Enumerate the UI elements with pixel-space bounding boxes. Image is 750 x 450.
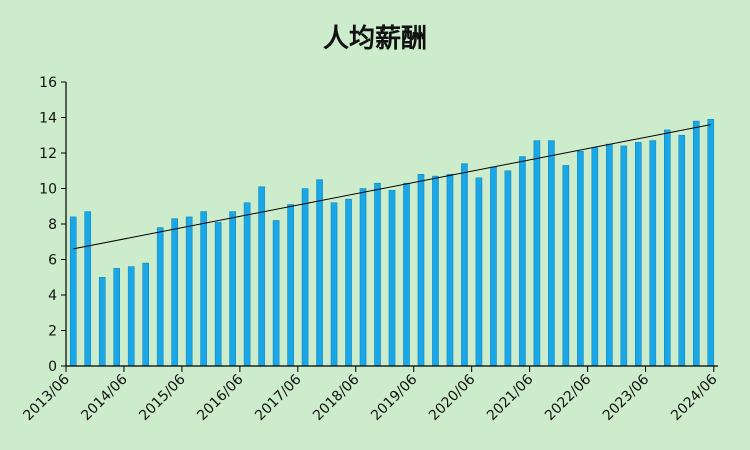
bar-2016/09 (258, 186, 265, 367)
bar-2019/06 (417, 174, 425, 367)
x-tick-label-2015/06: 2015/06 (136, 371, 189, 424)
bar-2014/06 (127, 266, 135, 367)
y-tick-label-10: 10 (39, 182, 57, 198)
bar-2016/06 (243, 202, 251, 367)
bar-2013/09 (84, 211, 92, 367)
bar-2014/03 (113, 268, 121, 367)
bar-2023/12 (678, 135, 686, 367)
bar-2023/03 (635, 142, 642, 367)
bar-2020/12 (504, 170, 512, 367)
x-tick-label-2018/06: 2018/06 (310, 371, 363, 424)
bar-2021/06 (533, 140, 541, 367)
bar-2020/09 (490, 166, 497, 367)
x-tick-label-2016/06: 2016/06 (194, 371, 247, 424)
y-tick-label-0: 0 (48, 359, 57, 375)
bar-2014/12 (156, 227, 164, 367)
y-tick-label-4: 4 (48, 288, 57, 304)
x-tick-label-2022/06: 2022/06 (542, 371, 595, 424)
bar-2022/12 (620, 145, 628, 367)
bar-2021/12 (562, 165, 570, 367)
bar-2020/03 (461, 163, 468, 367)
bar-2022/06 (591, 147, 599, 367)
bar-2017/12 (330, 202, 338, 367)
bar-2022/09 (606, 143, 613, 367)
x-tick-label-2014/06: 2014/06 (78, 371, 131, 424)
bar-2019/03 (403, 182, 410, 367)
bar-2017/09 (316, 179, 323, 367)
bar-2016/03 (229, 211, 236, 367)
x-tick-label-2024/06: 2024/06 (668, 371, 721, 424)
x-tick-label-2023/06: 2023/06 (600, 371, 653, 424)
bar-2018/09 (374, 182, 381, 367)
bar-2019/09 (432, 175, 439, 367)
x-tick-label-2020/06: 2020/06 (426, 371, 479, 424)
x-tick-label-2013/06: 2013/06 (20, 371, 73, 424)
bar-2015/06 (185, 216, 193, 367)
bar-2023/09 (664, 129, 671, 367)
y-tick-label-2: 2 (48, 324, 57, 340)
y-tick-label-14: 14 (39, 111, 57, 127)
bar-2024/06 (707, 119, 715, 367)
bar-2018/03 (345, 198, 352, 367)
bar-2015/03 (171, 218, 178, 367)
x-tick-label-2019/06: 2019/06 (368, 371, 421, 424)
bar-2024/03 (692, 120, 700, 367)
bar-2023/06 (649, 140, 657, 367)
bar-2014/09 (142, 262, 149, 367)
trendline (73, 124, 711, 250)
bar-2016/12 (272, 220, 280, 367)
y-tick-label-8: 8 (48, 217, 57, 233)
bar-2013/12 (98, 277, 106, 367)
bar-2013/06 (69, 216, 77, 367)
y-tick-label-6: 6 (48, 253, 57, 269)
bar-2017/06 (301, 188, 309, 367)
bar-2022/03 (577, 150, 584, 367)
bar-2018/06 (359, 188, 367, 367)
bar-2015/12 (214, 221, 222, 367)
bar-2017/03 (287, 204, 294, 367)
chart-title: 人均薪酬 (322, 24, 427, 54)
bar-2019/12 (446, 174, 454, 367)
y-tick-label-16: 16 (39, 75, 57, 91)
bar-2021/03 (519, 156, 526, 367)
x-tick-label-2017/06: 2017/06 (252, 371, 305, 424)
bar-2015/09 (200, 211, 207, 367)
bar-2018/12 (388, 190, 396, 367)
bar-2020/06 (475, 177, 483, 367)
x-tick-label-2021/06: 2021/06 (484, 371, 537, 424)
y-tick-label-12: 12 (39, 146, 57, 162)
bar-2021/09 (548, 140, 555, 367)
